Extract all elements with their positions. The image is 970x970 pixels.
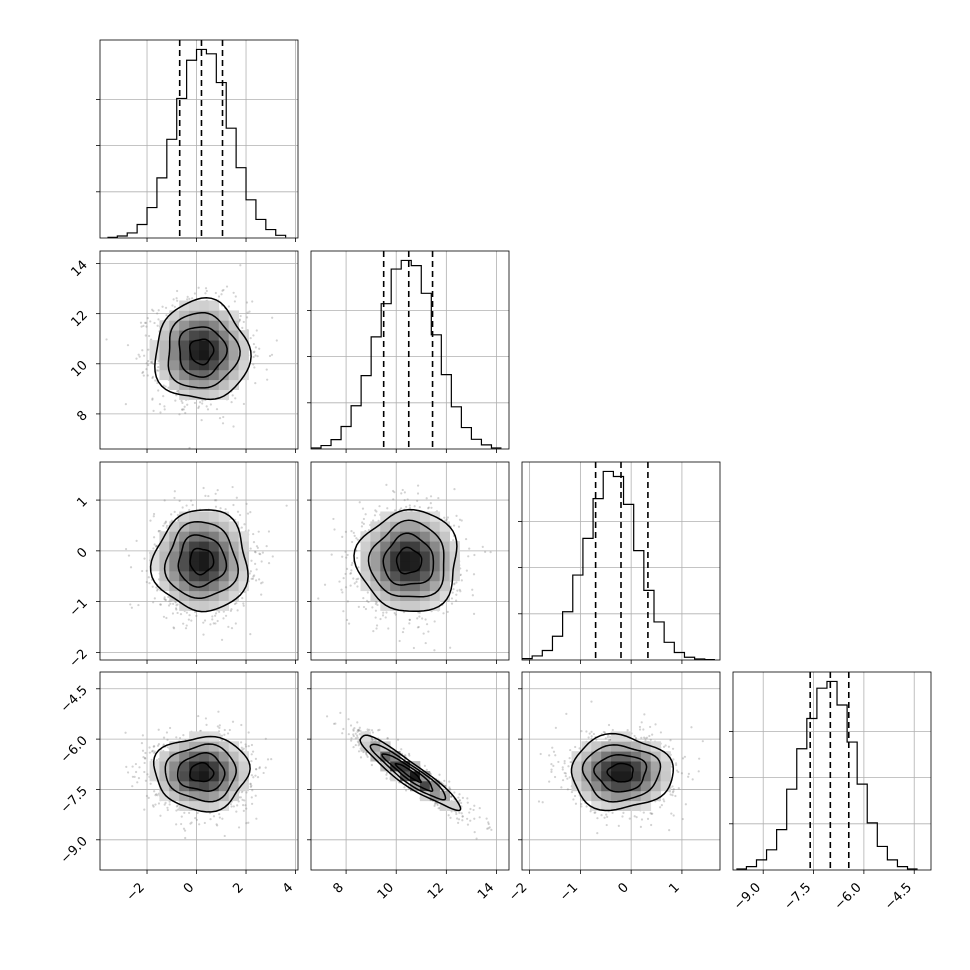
y-tick-label: −9.0	[58, 834, 91, 867]
contour-level-2	[164, 743, 237, 803]
contour-level-2	[163, 521, 239, 600]
histogram-series-2	[522, 470, 715, 660]
axes-frame	[521, 671, 721, 871]
x-tick-label: −6.0	[832, 880, 865, 913]
x-tick-label: 14	[475, 880, 497, 902]
contour-level-3	[152, 735, 251, 813]
x-tick-label: −7.5	[781, 880, 814, 913]
axes-frame	[310, 250, 510, 450]
axes-frame	[99, 250, 299, 450]
axes-frame	[99, 39, 299, 239]
y-tick-label: 0	[74, 545, 90, 561]
axes-frame	[521, 461, 721, 661]
contour-level-0	[189, 547, 215, 576]
contour-level-3	[359, 734, 462, 812]
y-tick-label: −4.5	[58, 683, 91, 716]
hist-panel-3	[729, 671, 932, 874]
hist-panel-2	[518, 461, 721, 664]
contour-level-0	[189, 761, 215, 783]
histogram-series-0	[107, 48, 287, 238]
contour-level-3	[353, 508, 458, 612]
axes-frame	[310, 671, 510, 871]
contour-level-3	[570, 732, 675, 812]
contour-level-2	[581, 744, 662, 803]
x-tick-label: 1	[666, 880, 682, 896]
contour-level-1	[382, 532, 435, 586]
contour-level-0	[606, 762, 634, 783]
contour-level-1	[176, 752, 226, 792]
axes-frame	[310, 461, 510, 661]
axes-frame	[99, 671, 299, 871]
y-tick-label: 1	[74, 494, 90, 510]
scatter-panel-3-1	[307, 671, 510, 874]
x-tick-label: −9.0	[731, 880, 764, 913]
contour-level-3	[149, 509, 249, 613]
x-tick-label: −1	[557, 880, 581, 904]
axes-frame	[732, 671, 932, 871]
y-tick-label: 12	[69, 308, 91, 330]
x-tick-label: 0	[181, 880, 197, 896]
contour-level-0	[395, 546, 423, 575]
histogram-series-3	[736, 680, 918, 870]
contour-level-1	[381, 753, 434, 792]
y-tick-label: 10	[69, 358, 91, 380]
y-tick-label: 14	[69, 258, 91, 280]
hist-panel-0	[96, 39, 299, 242]
scatter-panel-1-0	[96, 250, 299, 453]
x-tick-label: 8	[330, 880, 346, 896]
y-tick-label: −1	[67, 596, 91, 620]
histogram-series-1	[311, 259, 502, 449]
hist-panel-1	[307, 250, 510, 453]
x-tick-label: 10	[375, 880, 397, 902]
x-tick-label: −4.5	[882, 880, 915, 913]
contour-level-1	[178, 326, 228, 378]
x-tick-label: 4	[280, 880, 296, 896]
contour-level-0	[188, 338, 215, 366]
scatter-panel-3-2	[518, 671, 721, 874]
contour-level-1	[593, 754, 648, 793]
contour-level-2	[367, 519, 445, 598]
x-tick-label: −2	[124, 880, 148, 904]
y-tick-label: 8	[74, 408, 90, 424]
contour-level-2	[167, 311, 241, 389]
y-tick-label: −2	[67, 647, 91, 671]
y-tick-label: −6.0	[58, 733, 91, 766]
scatter-panel-2-1	[307, 461, 510, 664]
density-map	[149, 511, 249, 611]
contour-level-0	[394, 762, 422, 784]
x-tick-label: 2	[230, 880, 246, 896]
y-tick-label: −7.5	[58, 784, 91, 817]
x-tick-label: −2	[506, 880, 530, 904]
x-tick-label: 0	[616, 880, 632, 896]
scatter-panel-3-0	[96, 671, 299, 874]
contour-level-1	[177, 534, 228, 588]
axes-frame	[99, 461, 299, 661]
contour-level-2	[369, 743, 447, 801]
contour-level-3	[154, 296, 252, 401]
scatter-panel-2-0	[96, 461, 299, 664]
x-tick-label: 12	[425, 880, 447, 902]
